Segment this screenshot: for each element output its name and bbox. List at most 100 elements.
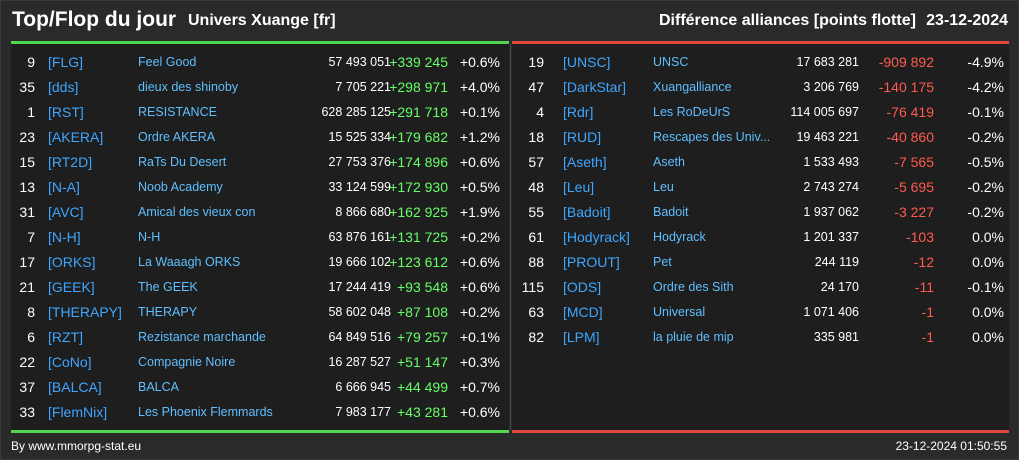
- alliance-name-link[interactable]: THERAPY: [138, 305, 198, 319]
- points-value: 27 753 376: [328, 155, 391, 169]
- alliance-name-link[interactable]: dieux des shinoby: [138, 80, 239, 94]
- points-value: 33 124 599: [328, 180, 391, 194]
- alliance-name-link[interactable]: Les RoDeUrS: [653, 105, 731, 119]
- top-row: 33 [FlemNix] Les Phoenix Flemmards 7 983 17…: [11, 400, 509, 425]
- flop-row: 4 [Rdr] Les RoDeUrS 114 005 697 -76 419 -0.1%: [512, 100, 1009, 125]
- alliance-tag-link[interactable]: [GEEK]: [48, 279, 95, 295]
- alliance-tag-link[interactable]: [AKERA]: [48, 129, 104, 145]
- alliance-name-link[interactable]: Compagnie Noire: [138, 355, 236, 369]
- alliance-tag-link[interactable]: [Hodyrack]: [563, 229, 630, 245]
- rank: 1: [27, 104, 35, 120]
- points-value: 335 981: [813, 330, 859, 344]
- alliance-tag-link[interactable]: [Leu]: [563, 179, 595, 195]
- top-row: 8 [THERAPY] THERAPY 58 602 048 +87 108 +0.2%: [11, 300, 509, 325]
- alliance-name-link[interactable]: Ordre des Sith: [653, 280, 734, 294]
- alliance-name-link[interactable]: Les Phoenix Flemmards: [138, 405, 273, 419]
- alliance-name-link[interactable]: Pet: [653, 255, 672, 269]
- source-link[interactable]: By www.mmorpg-stat.eu: [11, 439, 142, 453]
- top-row: 7 [N-H] N-H 63 876 161 +131 725 +0.2%: [11, 225, 509, 250]
- rank: 57: [528, 154, 544, 170]
- points-value: 24 170: [820, 280, 859, 294]
- alliance-tag-link[interactable]: [PROUT]: [563, 254, 620, 270]
- delta-value: +179 682: [389, 129, 448, 145]
- top-row: 15 [RT2D] RaTs Du Desert 27 753 376 +174 896…: [11, 150, 509, 175]
- alliance-tag-link[interactable]: [N-H]: [48, 229, 81, 245]
- alliance-tag-link[interactable]: [UNSC]: [563, 54, 611, 70]
- rank: 88: [528, 254, 544, 270]
- alliance-tag-link[interactable]: [RUD]: [563, 129, 602, 145]
- timestamp: 23-12-2024 01:50:55: [895, 439, 1007, 453]
- percent-value: +4.0%: [459, 79, 500, 95]
- date-label: 23-12-2024: [926, 12, 1008, 29]
- percent-value: +0.6%: [459, 154, 500, 170]
- alliance-tag-link[interactable]: [RZT]: [48, 329, 83, 345]
- alliance-name-link[interactable]: Feel Good: [138, 55, 197, 69]
- alliance-tag-link[interactable]: [THERAPY]: [48, 304, 122, 320]
- alliance-name-link[interactable]: RESISTANCE: [138, 105, 217, 119]
- alliance-name-link[interactable]: Xuangalliance: [653, 80, 732, 94]
- alliance-name-link[interactable]: Noob Academy: [138, 180, 223, 194]
- alliance-name-link[interactable]: UNSC: [653, 55, 689, 69]
- alliance-tag-link[interactable]: [Rdr]: [563, 104, 594, 120]
- alliance-tag-link[interactable]: [FlemNix]: [48, 404, 108, 420]
- top-row: 23 [AKERA] Ordre AKERA 15 525 334 +179 682 +1…: [11, 125, 509, 150]
- alliance-tag-link[interactable]: [RST]: [48, 104, 84, 120]
- alliance-tag-link[interactable]: [dds]: [48, 79, 79, 95]
- alliance-tag-link[interactable]: [N-A]: [48, 179, 80, 195]
- percent-value: 0.0%: [972, 229, 1004, 245]
- alliance-name-link[interactable]: Ordre AKERA: [138, 130, 216, 144]
- rank: 63: [528, 304, 544, 320]
- rank: 23: [19, 129, 35, 145]
- alliance-tag-link[interactable]: [RT2D]: [48, 154, 93, 170]
- alliance-name-link[interactable]: Leu: [653, 180, 674, 194]
- alliance-tag-link[interactable]: [CoNo]: [48, 354, 92, 370]
- flop-row: 82 [LPM] la pluie de mip 335 981 -1 0.0%: [512, 325, 1009, 350]
- alliance-name-link[interactable]: Rescapes des Univ...: [653, 130, 771, 144]
- alliance-name-link[interactable]: BALCA: [138, 380, 179, 394]
- alliance-name-link[interactable]: Amical des vieux con: [138, 205, 256, 219]
- alliance-name-link[interactable]: N-H: [138, 230, 161, 244]
- rank: 55: [528, 204, 544, 220]
- alliance-name-link[interactable]: The GEEK: [138, 280, 198, 294]
- points-value: 1 071 406: [803, 305, 859, 319]
- top-panel: 9 [FLG] Feel Good 57 493 051 +339 245 +0.6% 35…: [11, 41, 511, 433]
- top-row: 9 [FLG] Feel Good 57 493 051 +339 245 +0.6%: [11, 50, 509, 75]
- rank: 47: [528, 79, 544, 95]
- alliance-tag-link[interactable]: [ORKS]: [48, 254, 96, 270]
- percent-value: +0.3%: [459, 354, 500, 370]
- alliance-tag-link[interactable]: [Badoit]: [563, 204, 611, 220]
- header: Top/Flop du jour Univers Xuange [fr] Dif…: [1, 1, 1019, 41]
- points-value: 57 493 051: [328, 55, 391, 69]
- alliance-name-link[interactable]: Universal: [653, 305, 706, 319]
- top-row: 6 [RZT] Rezistance marchande 64 849 516 +79 …: [11, 325, 509, 350]
- delta-value: -140 175: [878, 79, 934, 95]
- delta-value: -103: [905, 229, 934, 245]
- alliance-tag-link[interactable]: [FLG]: [48, 54, 84, 70]
- top-row: 13 [N-A] Noob Academy 33 124 599 +172 930 +0.…: [11, 175, 509, 200]
- alliance-tag-link[interactable]: [Aseth]: [563, 154, 607, 170]
- delta-value: -1: [921, 304, 934, 320]
- flop-row: 88 [PROUT] Pet 244 119 -12 0.0%: [512, 250, 1009, 275]
- alliance-name-link[interactable]: la pluie de mip: [653, 330, 734, 344]
- alliance-tag-link[interactable]: [AVC]: [48, 204, 84, 220]
- alliance-tag-link[interactable]: [LPM]: [563, 329, 600, 345]
- percent-value: +0.6%: [459, 254, 500, 270]
- alliance-tag-link[interactable]: [DarkStar]: [563, 79, 627, 95]
- rank: 82: [528, 329, 544, 345]
- points-value: 628 285 125: [321, 105, 391, 119]
- alliance-name-link[interactable]: Aseth: [653, 155, 685, 169]
- alliance-name-link[interactable]: RaTs Du Desert: [138, 155, 227, 169]
- alliance-tag-link[interactable]: [BALCA]: [48, 379, 102, 395]
- alliance-name-link[interactable]: Badoit: [653, 205, 689, 219]
- alliance-name-link[interactable]: La Waaagh ORKS: [138, 255, 241, 269]
- alliance-tag-link[interactable]: [MCD]: [563, 304, 603, 320]
- alliance-name-link[interactable]: Hodyrack: [653, 230, 706, 244]
- points-value: 19 666 102: [328, 255, 391, 269]
- percent-value: -0.1%: [967, 104, 1004, 120]
- page-title: Top/Flop du jour: [12, 8, 177, 31]
- rank: 4: [536, 104, 544, 120]
- percent-value: +1.9%: [459, 204, 500, 220]
- top-row: 22 [CoNo] Compagnie Noire 16 287 527 +51 147…: [11, 350, 509, 375]
- alliance-tag-link[interactable]: [ODS]: [563, 279, 602, 295]
- alliance-name-link[interactable]: Rezistance marchande: [138, 330, 266, 344]
